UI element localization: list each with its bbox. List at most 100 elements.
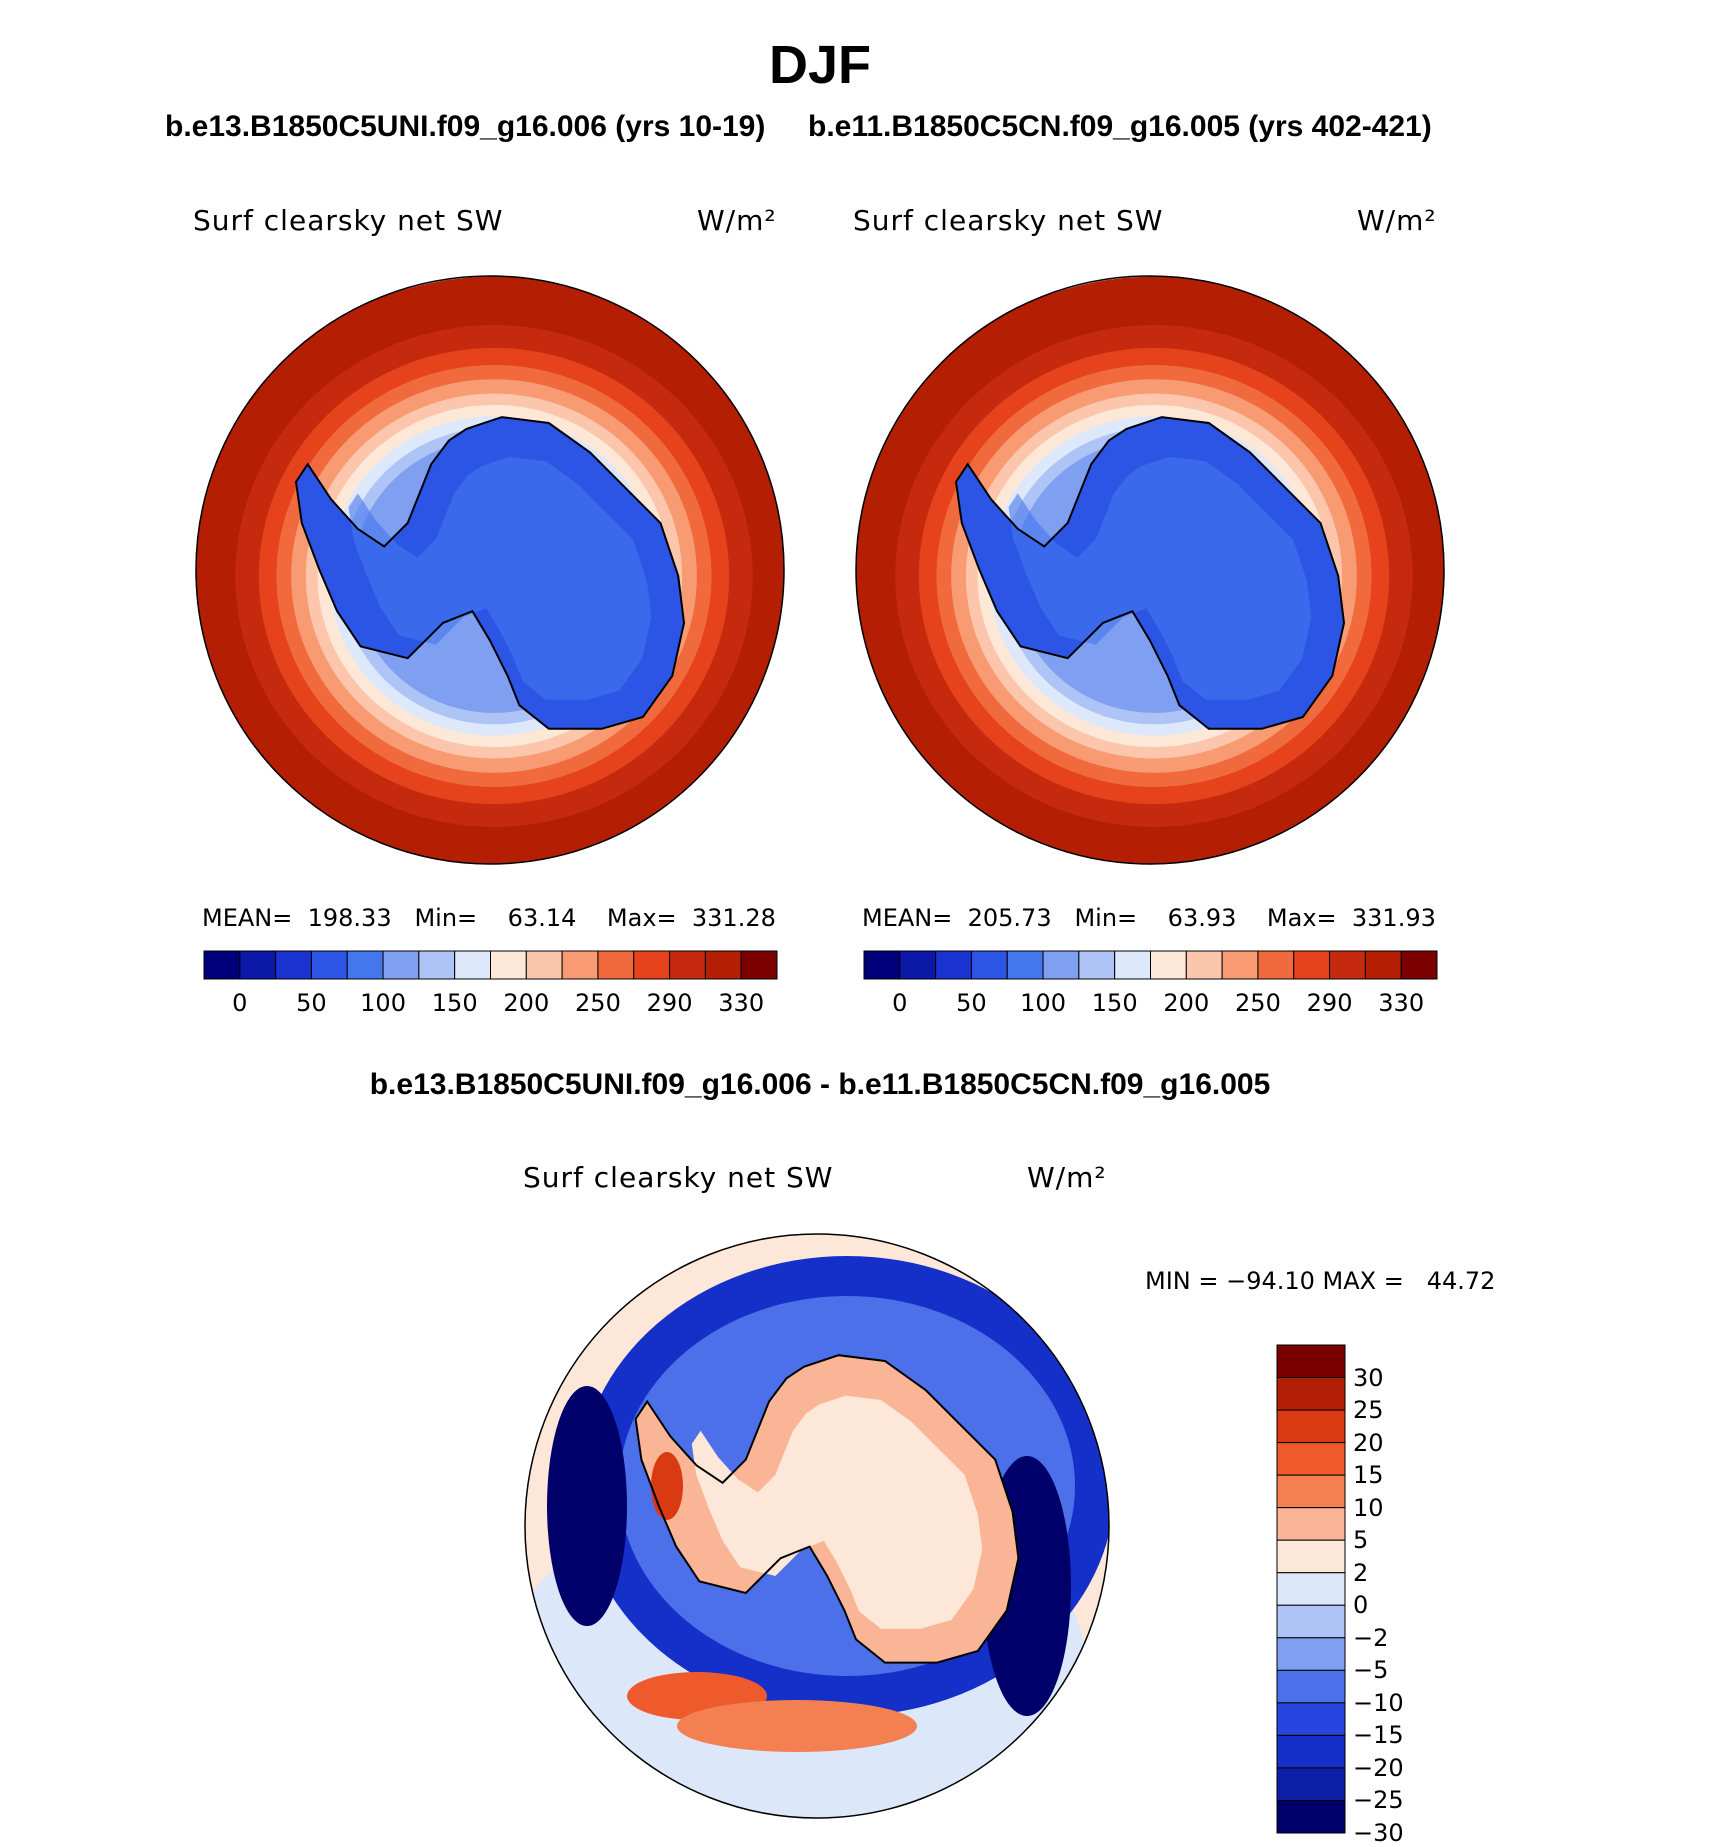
colorbar-diff-tick-label: −2 [1353,1623,1389,1652]
colorbar-right-swatch-3 [970,950,1008,980]
colorbar-left-swatch-9 [525,950,563,980]
colorbar-diff-swatch-11 [1276,1702,1346,1736]
colorbar-right-tick-label: 200 [1163,989,1210,1017]
colorbar-diff-tick-label: −10 [1353,1688,1404,1717]
colorbar-left [203,950,778,980]
stats-right: MEAN= 205.73 Min= 63.93 Max= 331.93 [862,904,1436,932]
diff-darkblue-west [547,1386,627,1626]
colorbar-diff-tick-label: −5 [1353,1656,1389,1685]
colorbar-right-tick-label: 150 [1091,989,1138,1017]
colorbar-right-tick-label: 330 [1378,989,1425,1017]
colorbar-right-swatch-6 [1078,950,1116,980]
colorbar-left-swatch-15 [740,950,778,980]
panel-label-right: Surf clearsky net SW [853,204,1164,237]
colorbar-left-tick-label: 250 [575,989,621,1017]
colorbar-right-tick-label: 50 [956,989,987,1017]
colorbar-right-swatch-0 [863,950,901,980]
diff-coastline [634,1354,1020,1664]
map-left-ice-interior [348,456,652,700]
colorbar-right-tick-label: 250 [1235,989,1281,1017]
colorbar-right [863,950,1438,980]
colorbar-left-swatch-6 [418,950,456,980]
colorbar-right-swatch-13 [1329,950,1366,980]
colorbar-right-swatch-9 [1185,950,1223,980]
map-left-coastline [294,416,686,730]
colorbar-diff-tick-label: −15 [1353,1721,1404,1750]
colorbar-diff-tick-label: 20 [1353,1428,1384,1457]
colorbar-left-swatch-12 [633,950,671,980]
colorbar-right-swatch-8 [1150,950,1187,980]
panel-label-left: Surf clearsky net SW [193,204,504,237]
colorbar-diff-tick-label: 10 [1353,1493,1384,1522]
colorbar-left-swatch-0 [203,950,241,980]
colorbar-right-swatch-15 [1400,950,1438,980]
colorbar-diff-swatch-5 [1276,1507,1346,1541]
map-border-diff [524,1233,1110,1819]
case-title-right: b.e11.B1850C5CN.f09_g16.005 (yrs 402-421… [808,110,1432,143]
colorbar-left-swatch-4 [346,950,384,980]
colorbar-left-tick-label: 50 [296,989,327,1017]
diff-title: b.e13.B1850C5UNI.f09_g16.006 - b.e11.B18… [369,1068,1271,1101]
colorbar-right-swatch-12 [1293,950,1331,980]
colorbar-left-tick-label: 200 [503,989,550,1017]
map-border-right [855,275,1445,865]
colorbar-diff-swatch-1 [1276,1377,1346,1411]
colorbar-left-tick-label: 330 [718,989,765,1017]
colorbar-left-swatch-3 [310,950,348,980]
colorbar-diff-swatch-2 [1276,1409,1346,1444]
map-border-left [195,275,785,865]
colorbar-left-swatch-1 [239,950,277,980]
panel-label-diff: Surf clearsky net SW [523,1161,834,1194]
colorbar-right-swatch-5 [1042,950,1080,980]
diff-ice-interior [691,1395,983,1629]
colorbar-right-tick-label: 0 [892,989,908,1017]
colorbar-right-swatch-4 [1006,950,1044,980]
colorbar-diff-swatch-9 [1276,1637,1346,1671]
colorbar-diff-tick-label: 25 [1353,1396,1384,1425]
colorbar-diff-swatch-14 [1276,1799,1346,1834]
map-right-coastline [954,416,1346,730]
colorbar-right-swatch-1 [899,950,937,980]
diff-red-peninsula [651,1452,683,1520]
colorbar-diff-tick-label: 2 [1353,1558,1369,1587]
colorbar-right-swatch-14 [1364,950,1402,980]
diff-orange-south [677,1700,917,1752]
colorbar-left-swatch-13 [669,950,706,980]
units-diff: W/m² [1027,1161,1107,1194]
colorbar-diff-tick-label: 15 [1353,1461,1384,1490]
colorbar-diff-tick-label: 5 [1353,1526,1369,1555]
colorbar-right-swatch-10 [1221,950,1259,980]
colorbar-right-swatch-7 [1114,950,1151,980]
colorbar-diff-swatch-4 [1276,1474,1346,1509]
colorbar-diff-swatch-8 [1276,1604,1346,1639]
colorbar-diff [1276,1344,1346,1834]
colorbar-diff-tick-label: 0 [1353,1591,1369,1620]
colorbar-diff-tick-label: −25 [1353,1786,1404,1815]
colorbar-left-swatch-14 [704,950,742,980]
colorbar-right-tick-label: 290 [1306,989,1353,1017]
colorbar-right-swatch-11 [1257,950,1295,980]
colorbar-left-swatch-11 [597,950,635,980]
colorbar-left-swatch-8 [490,950,527,980]
colorbar-left-tick-label: 100 [360,989,406,1017]
colorbar-diff-swatch-3 [1276,1442,1346,1476]
colorbar-right-swatch-2 [935,950,972,980]
main-title: DJF [768,35,871,95]
colorbar-diff-swatch-13 [1276,1767,1346,1801]
colorbar-diff-tick-label: −20 [1353,1753,1404,1782]
colorbar-right-tick-label: 100 [1020,989,1066,1017]
units-left: W/m² [697,204,777,237]
colorbar-left-swatch-7 [454,950,491,980]
colorbar-diff-swatch-7 [1276,1572,1346,1606]
colorbar-diff-swatch-10 [1276,1669,1346,1704]
units-right: W/m² [1357,204,1437,237]
stats-diff: MIN = −94.10 MAX = 44.72 [1145,1267,1496,1295]
map-right-ice-interior [1008,456,1312,700]
colorbar-left-swatch-10 [561,950,599,980]
colorbar-diff-swatch-6 [1276,1539,1346,1574]
colorbar-left-tick-label: 0 [232,989,248,1017]
colorbar-left-swatch-5 [382,950,420,980]
case-title-left: b.e13.B1850C5UNI.f09_g16.006 (yrs 10-19) [165,110,766,143]
colorbar-left-swatch-2 [275,950,312,980]
